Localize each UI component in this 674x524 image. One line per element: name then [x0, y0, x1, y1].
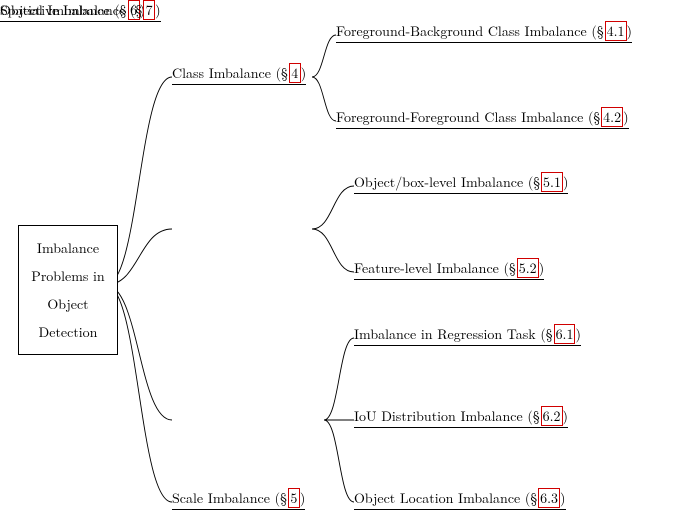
- root-line-0: Imbalance: [25, 234, 111, 262]
- section-ref[interactable]: 6.2: [541, 406, 563, 426]
- leaf-fg-bg-class: Foreground-Background Class Imbalance (§…: [336, 21, 632, 43]
- root-line-3: Detection: [25, 318, 111, 346]
- node-label: Imbalance in Regression Task (§: [354, 324, 553, 344]
- node-scale-imbalance: Scale Imbalance (§5): [172, 488, 305, 510]
- section-ref[interactable]: 4: [289, 63, 301, 83]
- node-label-suffix: ): [627, 21, 632, 41]
- leaf-object-box-level: Object/box-level Imbalance (§5.1): [354, 172, 568, 194]
- node-label-suffix: ): [300, 488, 305, 508]
- section-ref[interactable]: 6.3: [538, 488, 560, 508]
- section-ref[interactable]: 5.2: [517, 258, 539, 278]
- node-label: Class Imbalance (§: [172, 63, 288, 83]
- leaf-object-location: Object Location Imbalance (§6.3): [354, 488, 566, 510]
- leaf-regression-task: Imbalance in Regression Task (§6.1): [354, 324, 581, 346]
- node-label-suffix: ): [301, 63, 306, 83]
- tree-diagram: Imbalance Problems in Object Detection C…: [0, 0, 674, 524]
- root-node: Imbalance Problems in Object Detection: [18, 225, 118, 355]
- section-ref[interactable]: 4.2: [601, 107, 623, 127]
- node-label: Objective Imbalance (§: [0, 0, 142, 20]
- node-label: Scale Imbalance (§: [172, 488, 287, 508]
- node-label: IoU Distribution Imbalance (§: [354, 406, 540, 426]
- node-label-suffix: ): [155, 0, 160, 20]
- node-label-suffix: ): [560, 488, 565, 508]
- leaf-iou-distribution: IoU Distribution Imbalance (§6.2): [354, 406, 568, 428]
- node-label: Object/box-level Imbalance (§: [354, 172, 540, 192]
- node-label: Foreground-Background Class Imbalance (§: [336, 21, 604, 41]
- node-class-imbalance: Class Imbalance (§4): [172, 63, 306, 85]
- leaf-fg-fg-class: Foreground-Foreground Class Imbalance (§…: [336, 107, 629, 129]
- node-label: Object Location Imbalance (§: [354, 488, 537, 508]
- node-label-suffix: ): [575, 324, 580, 344]
- node-label-suffix: ): [539, 258, 544, 278]
- section-ref[interactable]: 6.1: [554, 324, 576, 344]
- node-objective-imbalance: Objective Imbalance (§7): [0, 0, 161, 22]
- root-line-2: Object: [25, 290, 111, 318]
- section-ref[interactable]: 4.1: [605, 21, 627, 41]
- root-line-1: Problems in: [25, 262, 111, 290]
- node-label-suffix: ): [623, 107, 628, 127]
- leaf-feature-level: Feature-level Imbalance (§5.2): [354, 258, 544, 280]
- section-ref[interactable]: 5: [288, 488, 300, 508]
- node-label-suffix: ): [563, 172, 568, 192]
- node-label: Foreground-Foreground Class Imbalance (§: [336, 107, 600, 127]
- section-ref[interactable]: 7: [143, 0, 155, 20]
- node-label-suffix: ): [563, 406, 568, 426]
- section-ref[interactable]: 5.1: [541, 172, 563, 192]
- node-label: Feature-level Imbalance (§: [354, 258, 516, 278]
